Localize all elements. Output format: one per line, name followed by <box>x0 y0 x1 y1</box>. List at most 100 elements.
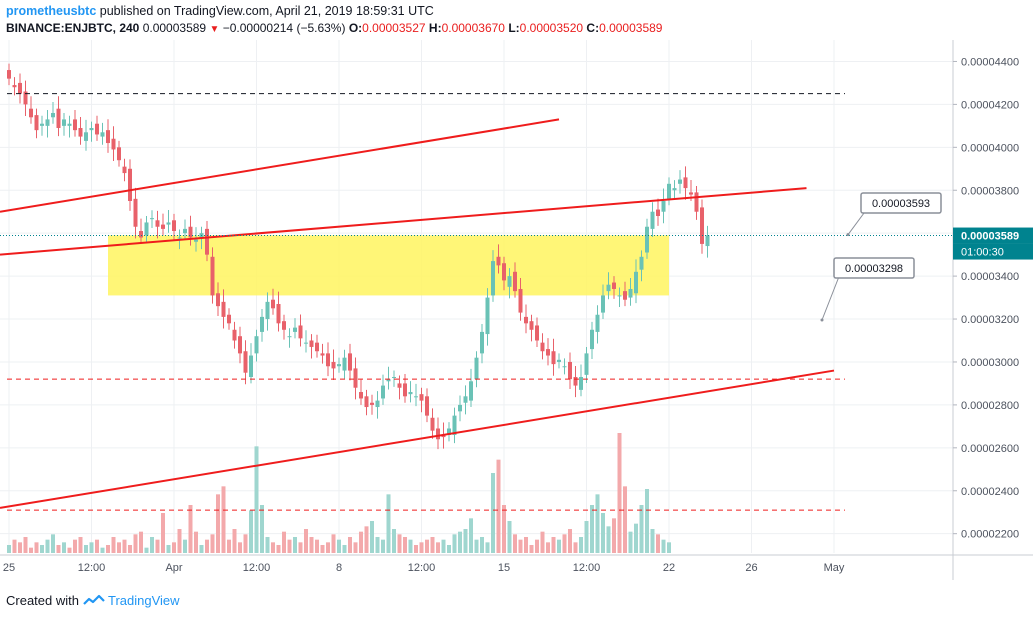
candle-body <box>133 198 138 227</box>
candle-body <box>557 359 561 362</box>
candle-body <box>326 353 330 367</box>
volume-bar <box>271 542 275 553</box>
volume-bar <box>485 542 490 553</box>
candle-body <box>177 237 182 239</box>
volume-bar <box>546 542 550 553</box>
candle-body <box>353 368 358 388</box>
candle-body <box>260 316 264 332</box>
candle-body <box>705 235 710 247</box>
volume-bar <box>441 539 446 553</box>
candle-body <box>309 340 314 347</box>
volume-bar <box>106 545 110 553</box>
volume-bar <box>436 542 440 553</box>
footer: Created with TradingView <box>6 593 180 608</box>
candle-body <box>397 383 402 388</box>
candle-body <box>650 211 655 229</box>
candle-body <box>155 220 160 227</box>
volume-bar <box>535 539 539 553</box>
candle-body <box>161 224 165 229</box>
volume-bar <box>628 531 633 553</box>
volume-bar <box>617 433 622 553</box>
candle-body <box>100 132 105 137</box>
close-label: C: <box>586 21 600 35</box>
candle-body <box>678 179 682 184</box>
candle-body <box>689 192 693 195</box>
candle-body <box>507 276 512 287</box>
time-tick-label: 26 <box>745 562 757 574</box>
volume-bar <box>23 537 28 553</box>
candle-body <box>210 256 215 296</box>
volume-bar <box>639 505 644 553</box>
candle-body <box>359 392 363 399</box>
volume-bar <box>67 547 72 553</box>
volume-bar <box>496 459 501 553</box>
price-tick-label: 0.00002200 <box>961 529 1019 541</box>
volume-bar <box>562 534 567 553</box>
down-arrow-icon: ▼ <box>209 24 220 35</box>
candle-body <box>23 91 28 105</box>
volume-bar <box>661 539 666 553</box>
price-chart[interactable]: 0.00004400 0.00004200 0.00004000 0.00003800… <box>0 40 1033 580</box>
candle-body <box>612 282 616 289</box>
time-tick-label: May <box>824 562 845 574</box>
volume-bar <box>447 545 451 553</box>
candle-body <box>425 396 429 416</box>
candle-body <box>694 192 699 212</box>
time-tick-label: 12:00 <box>78 562 106 574</box>
callout-leader <box>821 273 841 321</box>
volume-bar <box>337 539 341 553</box>
candle-body <box>40 123 44 126</box>
callout-anchor <box>820 318 824 322</box>
volume-bar <box>183 539 187 553</box>
volume-bar <box>73 539 77 553</box>
candlesticks <box>7 63 710 450</box>
candle-body <box>628 288 633 298</box>
candle-body <box>172 220 176 232</box>
volume-bar <box>331 534 336 553</box>
volume-bar <box>62 542 66 553</box>
candle-body <box>194 239 198 242</box>
volume-bar <box>276 545 281 553</box>
candle-body <box>568 361 572 380</box>
candle-body <box>51 112 55 118</box>
candle-body <box>243 351 248 373</box>
volume-bar <box>265 537 270 553</box>
candle-body <box>364 396 369 408</box>
grid-lines <box>0 40 953 553</box>
candle-body <box>656 209 660 217</box>
volume-bar <box>161 513 165 553</box>
candle-body <box>221 301 226 317</box>
channel-lines[interactable] <box>0 93 953 511</box>
volume-bar <box>359 531 363 553</box>
candle-body <box>315 342 319 352</box>
candle-body <box>337 364 341 367</box>
tradingview-link[interactable]: TradingView <box>107 593 180 608</box>
author-name[interactable]: prometheusbtc <box>6 4 97 18</box>
volume-bar <box>540 531 545 553</box>
volume-bar <box>375 537 380 553</box>
volume-bar <box>249 510 253 553</box>
candle-body <box>700 207 704 244</box>
volume-bar <box>188 505 193 553</box>
candle-body <box>452 415 457 435</box>
price-callout: 0.00003298 <box>820 257 915 322</box>
volume-bar <box>370 521 374 553</box>
symbol-ohlc-line: BINANCE:ENJBTC, 240 0.00003589 ▼ −0.0000… <box>6 21 662 35</box>
candle-body <box>67 123 72 126</box>
candle-body <box>634 271 638 294</box>
published-text: published on TradingView.com, April 21, … <box>99 4 434 18</box>
volume-bar <box>194 531 198 553</box>
high-label: H: <box>428 21 442 35</box>
candle-body <box>639 256 644 270</box>
price-tick-label: 0.00002600 <box>961 443 1019 455</box>
price-labels: 0.00003593 0.00003298 0.00003589 01:00:30 <box>820 192 1033 322</box>
volume-bar <box>326 542 330 553</box>
candle-body <box>7 70 11 79</box>
low-value: 0.00003520 <box>519 21 584 35</box>
time-axis: 25 12:00 Apr 12:00 8 12:00 15 12:00 22 26 May <box>0 554 1033 574</box>
candle-body <box>419 394 424 401</box>
volume-bar <box>513 534 517 553</box>
volume-bar <box>579 537 583 553</box>
candle-body <box>579 376 583 390</box>
price-tick-label: 0.00003400 <box>961 271 1019 283</box>
